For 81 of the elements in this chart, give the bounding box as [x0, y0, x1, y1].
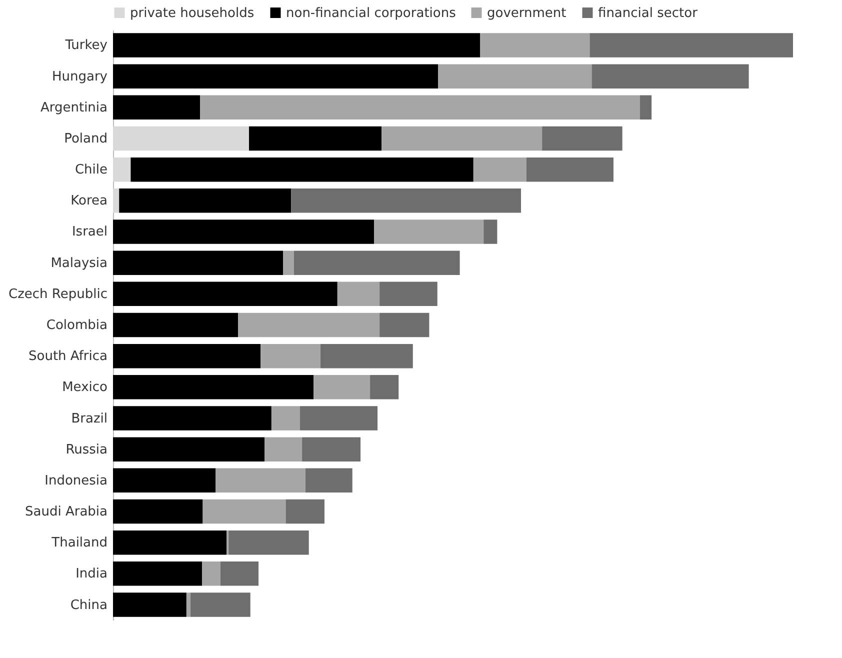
bar [238, 312, 380, 338]
legend-label: non-financial corporations [286, 6, 456, 21]
bar [113, 530, 227, 555]
bar [202, 562, 220, 586]
bar [320, 344, 413, 368]
bar [113, 188, 120, 213]
y-tick-label: Mexico [62, 380, 108, 396]
bar [228, 530, 309, 555]
bar [220, 562, 259, 586]
bar [542, 126, 622, 151]
bar [190, 592, 250, 617]
y-tick-label: Korea [70, 194, 108, 209]
bar [216, 468, 306, 493]
y-tick-label: Saudi Arabia [25, 504, 108, 520]
bar [260, 344, 320, 368]
bar [374, 220, 484, 244]
bar [249, 126, 382, 151]
y-tick-label: Malaysia [50, 256, 108, 271]
y-tick-label: China [70, 598, 108, 613]
bar [113, 312, 238, 338]
bar [294, 250, 460, 275]
y-tick-label: Thailand [50, 536, 108, 551]
bar [592, 64, 749, 88]
bar [113, 468, 216, 493]
bar [438, 64, 592, 88]
legend-label: private households [130, 6, 254, 21]
bar [113, 375, 314, 400]
bar [113, 95, 200, 120]
y-tick-label: Turkey [64, 38, 108, 54]
bar [113, 344, 261, 368]
bar [113, 499, 203, 524]
bar [113, 562, 202, 586]
bar [283, 250, 294, 275]
bar [370, 375, 399, 400]
bar [484, 220, 498, 244]
y-tick-label: Indonesia [44, 473, 108, 488]
bar [380, 312, 430, 338]
bar [380, 282, 438, 306]
y-tick-label: South Africa [28, 349, 108, 364]
y-tick-label: Argentinia [40, 100, 108, 116]
bar [640, 95, 652, 120]
bar [113, 282, 338, 306]
y-tick-label: Czech Republic [8, 286, 108, 302]
y-tick-label: Colombia [46, 318, 108, 333]
bar [186, 592, 191, 617]
y-tick-label: Russia [66, 442, 108, 458]
bar [291, 188, 521, 213]
bar [473, 157, 526, 182]
bar [305, 468, 352, 493]
bar [200, 95, 640, 120]
bar [300, 406, 378, 430]
bar [119, 188, 292, 213]
bar [202, 499, 286, 524]
bar [526, 157, 614, 182]
y-tick-label: Brazil [71, 411, 108, 426]
bar [113, 126, 249, 151]
bar [113, 157, 131, 182]
y-tick-label: Israel [72, 224, 108, 240]
y-tick-label: India [76, 566, 108, 582]
legend-label: government [487, 6, 566, 21]
bar [113, 33, 480, 58]
legend-label: financial sector [598, 6, 698, 21]
bar [113, 250, 283, 275]
bar [480, 33, 590, 58]
bar [130, 157, 474, 182]
bar [113, 64, 438, 88]
y-tick-label: Poland [64, 131, 108, 146]
bar [337, 282, 380, 306]
bar [314, 375, 370, 400]
bar [113, 592, 186, 617]
y-tick-label: Chile [74, 162, 108, 178]
bar [113, 220, 374, 244]
bar [382, 126, 542, 151]
bar [302, 437, 361, 462]
bar [271, 406, 300, 430]
bar [286, 499, 324, 524]
bar [590, 33, 793, 58]
bar [264, 437, 302, 462]
bar [113, 406, 272, 430]
y-tick-label: Hungary [52, 69, 108, 84]
bar [113, 437, 265, 462]
